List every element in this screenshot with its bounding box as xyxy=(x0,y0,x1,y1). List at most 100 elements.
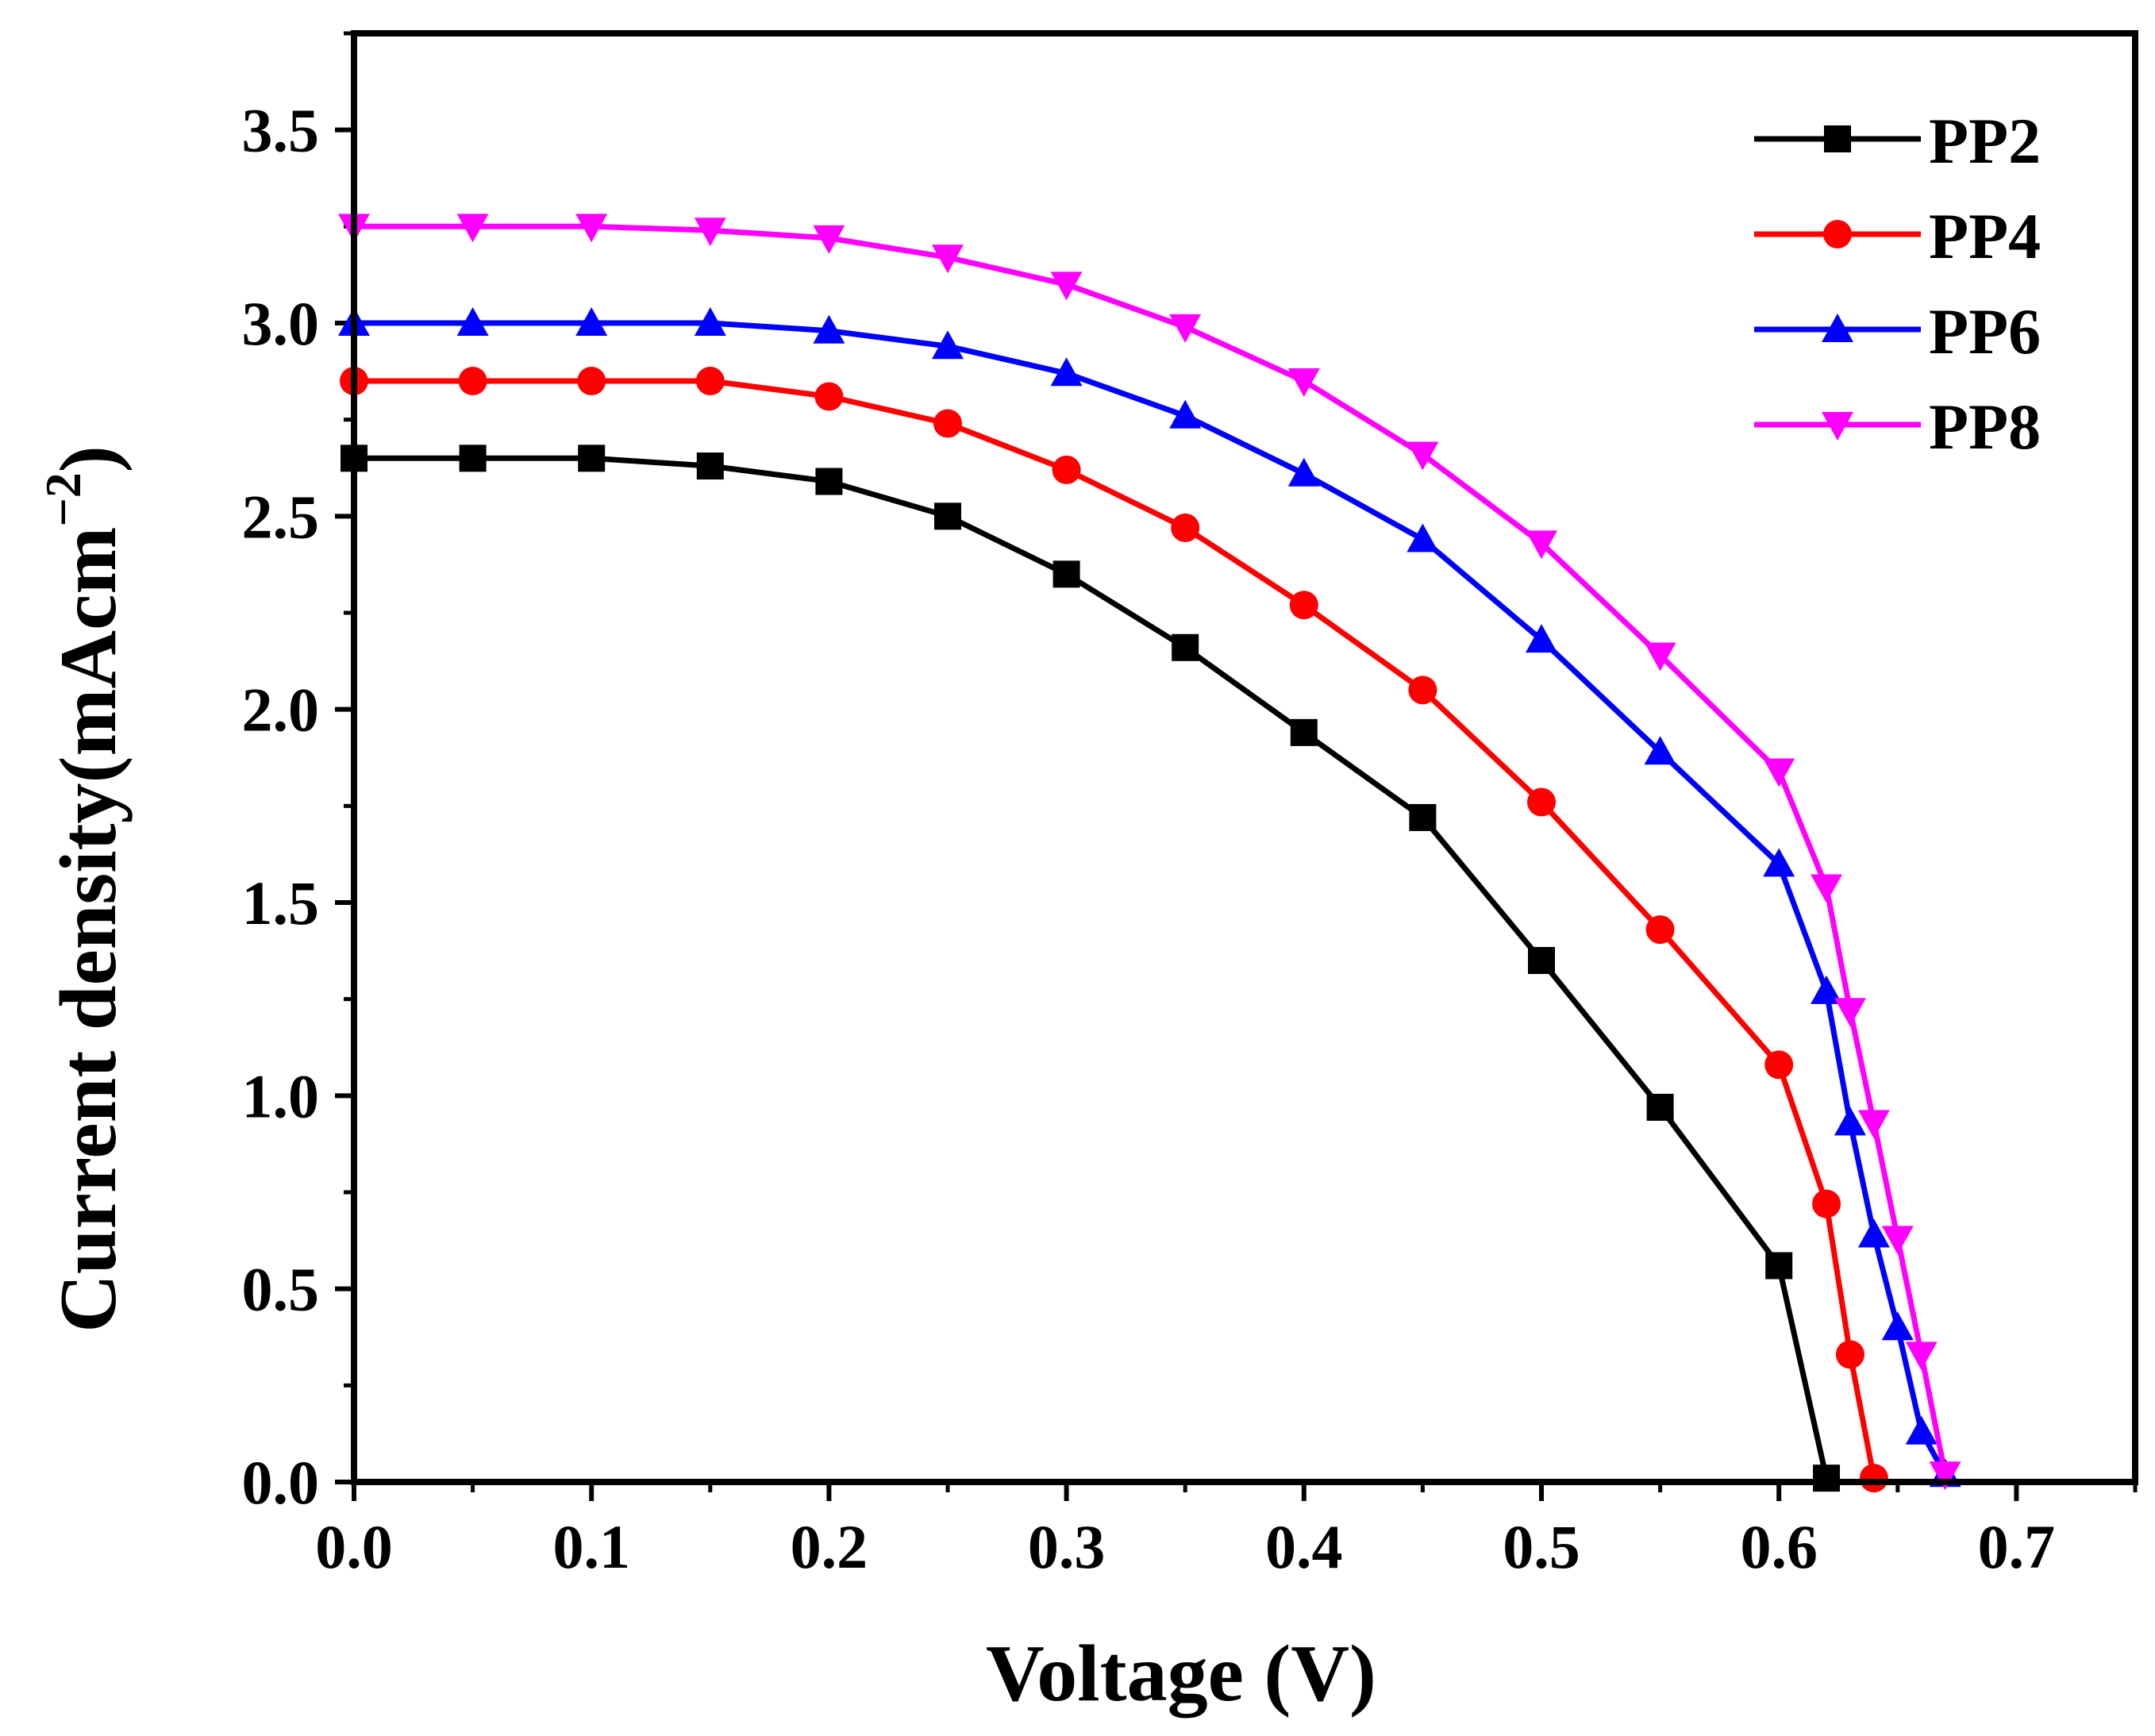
x-tick-label: 0.0 xyxy=(315,1512,393,1581)
series-line-pp2 xyxy=(354,455,1830,1479)
data-point-pp6 xyxy=(932,330,964,360)
data-point-pp8 xyxy=(694,217,726,247)
data-point-pp6 xyxy=(694,307,726,336)
y-tick-label: 3.0 xyxy=(242,289,320,358)
legend-label: PP4 xyxy=(1929,200,2041,272)
legend-entry-pp8: PP8 xyxy=(1754,391,2041,463)
x-tick-labels: 0.0 0.1 0.2 0.3 0.4 0.5 0.6 0.7 xyxy=(315,1512,2055,1581)
data-point-pp4 xyxy=(1764,1050,1794,1080)
data-point-pp4 xyxy=(1859,1464,1888,1493)
y-tick-label: 2.0 xyxy=(242,676,320,745)
legend: PP2 PP4 PP6 PP8 xyxy=(1754,105,2041,463)
x-tick-label: 0.6 xyxy=(1740,1512,1818,1581)
data-point-pp8 xyxy=(1407,441,1439,471)
data-point-pp2 xyxy=(934,502,961,530)
legend-label: PP6 xyxy=(1929,295,2041,368)
data-point-pp6 xyxy=(575,307,608,336)
data-point-pp4 xyxy=(1289,591,1318,620)
data-point-pp4 xyxy=(1645,915,1675,945)
plot-area-frame xyxy=(351,30,2138,1485)
y-tick-label: 3.5 xyxy=(242,96,320,165)
data-point-pp6 xyxy=(1526,624,1557,653)
data-point-pp4 xyxy=(1812,1189,1841,1218)
legend-entry-pp4: PP4 xyxy=(1754,200,2041,272)
data-point-pp6 xyxy=(1644,736,1676,765)
data-point-pp2 xyxy=(1172,633,1199,661)
legend-label: PP8 xyxy=(1929,391,2041,463)
series-pp6 xyxy=(338,307,1961,1488)
data-point-pp2 xyxy=(1813,1465,1841,1492)
legend-label: PP2 xyxy=(1929,105,2041,177)
data-point-pp6 xyxy=(1834,1107,1866,1136)
data-point-pp2 xyxy=(578,445,606,472)
data-point-pp8 xyxy=(1929,1461,1961,1491)
data-point-pp6 xyxy=(1169,399,1202,429)
data-point-pp4 xyxy=(458,367,487,395)
series-pp2 xyxy=(341,445,1841,1492)
y-tick-label: 0.0 xyxy=(242,1448,320,1517)
data-point-pp2 xyxy=(1290,718,1318,746)
x-axis-title: Voltage (V) xyxy=(986,1629,1376,1719)
y-tick-label: 2.5 xyxy=(242,482,320,551)
legend-entry-pp2: PP2 xyxy=(1754,105,2041,177)
data-point-pp4 xyxy=(1171,513,1200,542)
series-layer xyxy=(338,214,1961,1493)
data-point-pp2 xyxy=(815,468,843,495)
legend-marker xyxy=(1823,220,1852,248)
x-tick-label: 0.4 xyxy=(1265,1512,1343,1581)
data-point-pp8 xyxy=(456,214,489,243)
series-pp4 xyxy=(340,367,1888,1493)
data-point-pp4 xyxy=(933,409,962,438)
series-line-pp6 xyxy=(354,320,1948,1476)
data-point-pp8 xyxy=(1050,271,1083,301)
data-point-pp8 xyxy=(1169,314,1202,343)
y-axis-title-main: Current density(mAcm xyxy=(44,527,133,1333)
data-point-pp4 xyxy=(1527,787,1556,817)
legend-marker xyxy=(1824,125,1851,152)
data-point-pp6 xyxy=(1881,1311,1914,1341)
data-point-pp4 xyxy=(814,382,844,411)
x-tick-label: 0.3 xyxy=(1028,1512,1106,1581)
data-point-pp4 xyxy=(1052,455,1081,484)
data-point-pp8 xyxy=(1287,368,1320,397)
data-point-pp8 xyxy=(1905,1341,1938,1371)
series-line-pp8 xyxy=(354,223,1949,1475)
data-point-pp8 xyxy=(1644,642,1676,672)
data-point-pp6 xyxy=(813,314,845,344)
data-point-pp6 xyxy=(1287,457,1320,487)
y-tick-labels: 0.0 0.5 1.0 1.5 2.0 2.5 3.0 3.5 xyxy=(242,96,320,1517)
data-point-pp2 xyxy=(696,452,724,480)
y-tick-label: 0.5 xyxy=(242,1255,320,1324)
data-point-pp6 xyxy=(456,307,489,336)
legend-marker xyxy=(1822,314,1853,342)
data-point-pp4 xyxy=(695,367,725,395)
y-tick-label: 1.5 xyxy=(242,868,320,937)
data-point-pp8 xyxy=(932,244,964,274)
x-tick-label: 0.1 xyxy=(552,1512,630,1581)
data-point-pp6 xyxy=(1050,357,1083,387)
data-point-pp4 xyxy=(1408,676,1437,705)
x-tick-label: 0.5 xyxy=(1503,1512,1580,1581)
axis-ticks xyxy=(335,31,2138,1501)
x-tick-label: 0.2 xyxy=(791,1512,868,1581)
y-axis-title: Current density(mAcm−2) xyxy=(35,445,133,1333)
data-point-pp8 xyxy=(1811,874,1843,903)
y-axis-title-close: ) xyxy=(44,445,133,472)
data-point-pp2 xyxy=(1646,1093,1674,1121)
x-tick-label: 0.7 xyxy=(1978,1512,2056,1581)
data-point-pp6 xyxy=(1763,848,1795,877)
data-point-pp4 xyxy=(577,367,606,395)
data-point-pp2 xyxy=(1528,947,1555,974)
series-pp8 xyxy=(338,214,1961,1491)
data-point-pp6 xyxy=(1407,523,1439,552)
data-point-pp8 xyxy=(813,225,845,254)
y-tick-label: 1.0 xyxy=(242,1061,320,1130)
data-point-pp6 xyxy=(1905,1415,1938,1445)
data-point-pp6 xyxy=(1811,975,1843,1004)
data-point-pp8 xyxy=(575,214,608,243)
y-axis-title-superscript: −2 xyxy=(35,472,91,526)
data-point-pp8 xyxy=(1763,758,1795,787)
data-point-pp8 xyxy=(1526,530,1557,560)
data-point-pp8 xyxy=(1834,998,1866,1027)
